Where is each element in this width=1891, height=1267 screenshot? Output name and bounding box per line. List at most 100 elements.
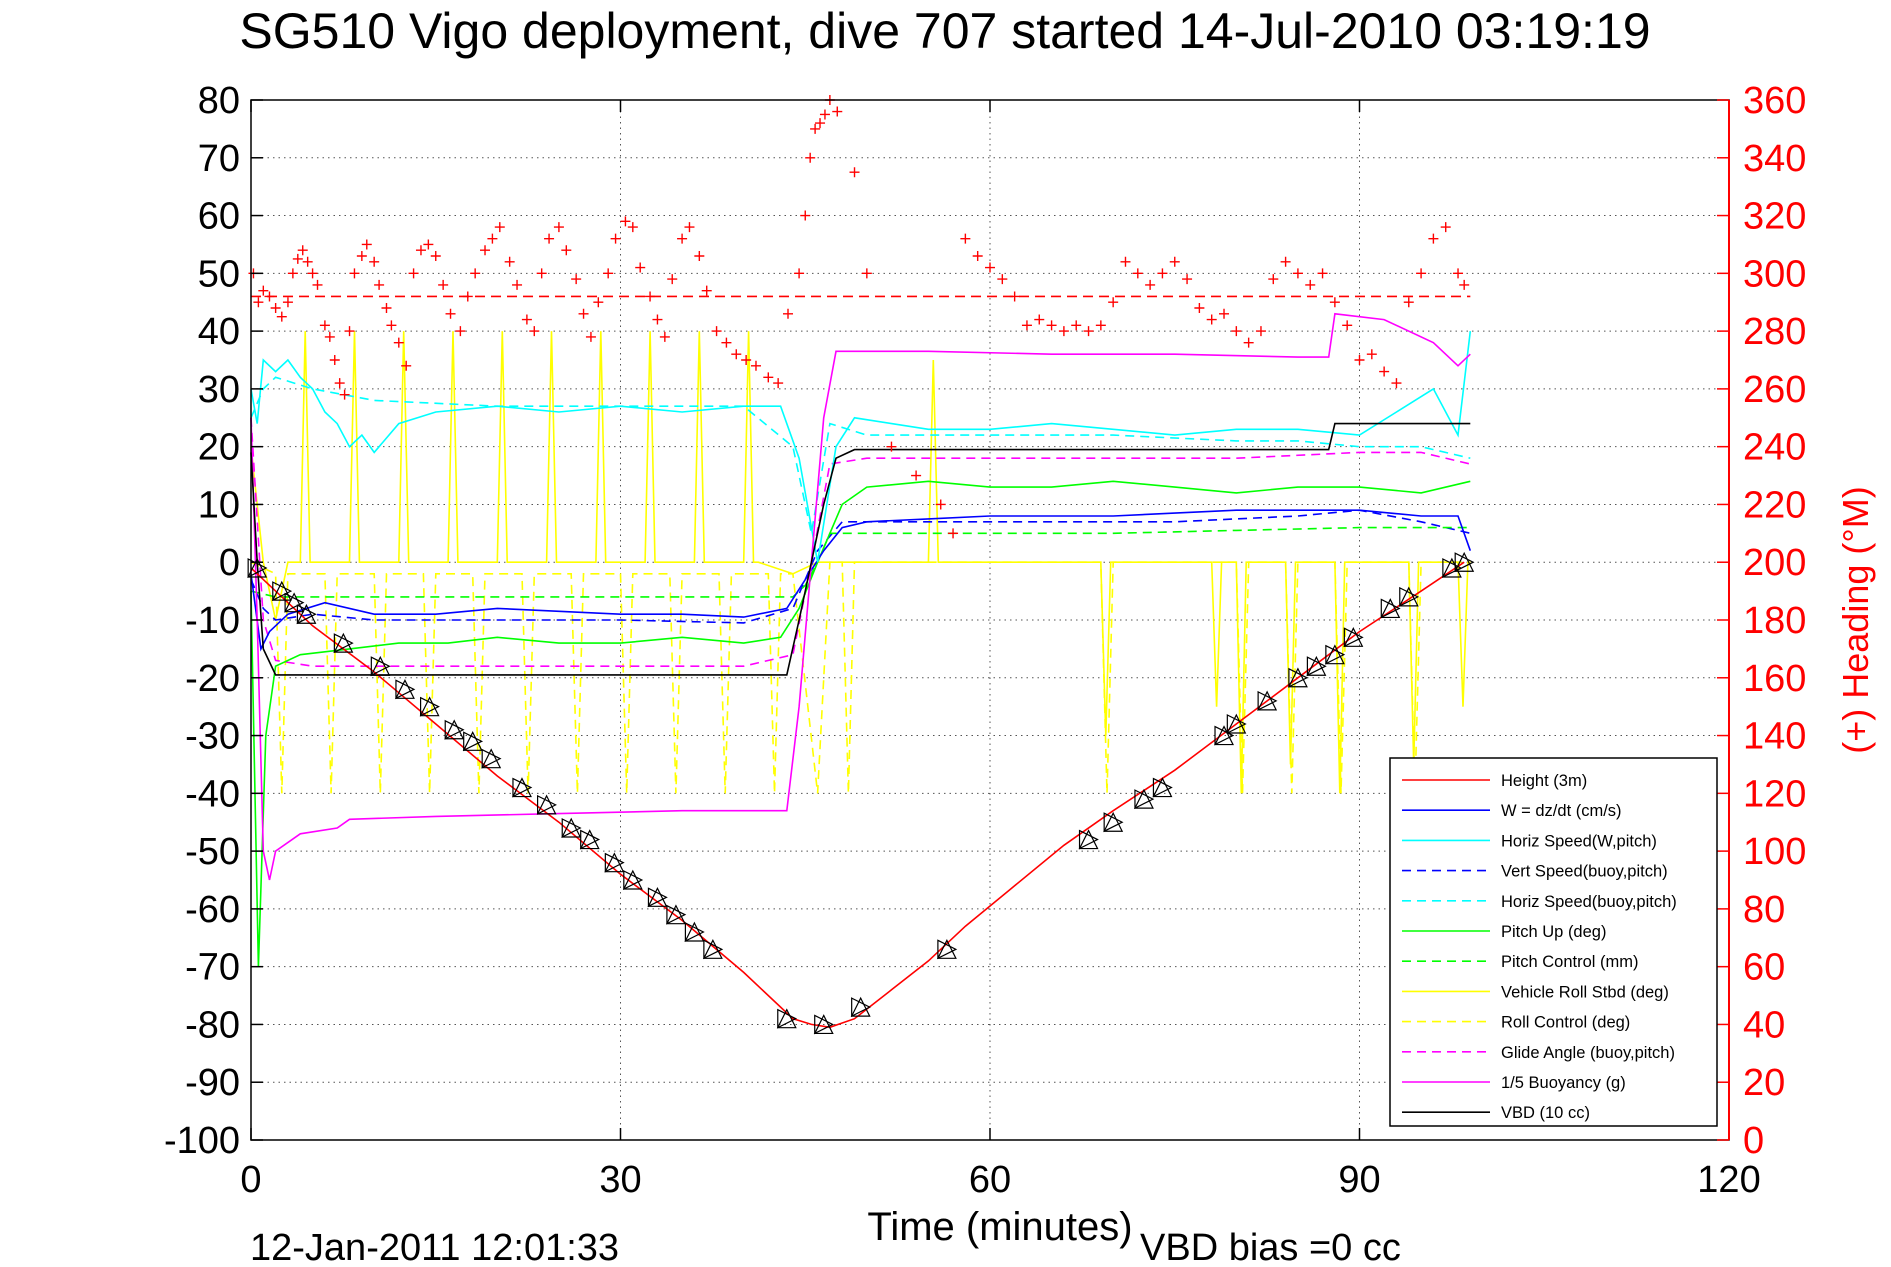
heading-point <box>1058 326 1069 337</box>
y-axis-right-ticks: 3603403203002802602402202001801601401201… <box>1717 80 1806 1162</box>
y-right-tick-label: 280 <box>1743 311 1806 353</box>
heading-point <box>529 326 540 337</box>
triangle-marker-right <box>333 633 354 654</box>
series-line-4 <box>250 376 1471 534</box>
heading-point <box>276 311 287 322</box>
heading-point <box>1453 268 1464 279</box>
heading-point <box>430 251 441 261</box>
y-right-tick-label: 220 <box>1743 484 1806 526</box>
triangle-marker-up <box>622 869 643 890</box>
y-right-tick-label: 340 <box>1743 138 1806 180</box>
footer-timestamp: 12-Jan-2011 12:01:33 <box>250 1227 619 1262</box>
heading-point <box>297 245 308 256</box>
y-right-tick-label: 320 <box>1743 196 1806 238</box>
triangle-marker-right <box>851 997 872 1018</box>
triangle-marker-right <box>623 870 644 890</box>
heading-point <box>593 297 604 308</box>
heading-point <box>307 268 318 279</box>
footer-vbd-bias: VBD bias =0 cc <box>1140 1227 1401 1262</box>
triangle-marker-right <box>481 748 502 769</box>
triangle-marker-up <box>1226 713 1247 734</box>
heading-point <box>423 239 434 250</box>
triangle-marker-up <box>684 921 705 942</box>
triangle-marker-right <box>684 922 705 942</box>
y-right-tick-label: 300 <box>1743 253 1806 295</box>
heading-point <box>381 303 392 313</box>
heading-point <box>1219 308 1230 319</box>
heading-point <box>462 291 473 302</box>
heading-point <box>401 360 412 371</box>
y-tick-label: -50 <box>185 831 240 873</box>
heading-point <box>620 216 631 227</box>
heading-point <box>819 109 830 120</box>
heading-point <box>886 441 897 452</box>
heading-point <box>677 233 688 244</box>
heading-point <box>783 308 794 319</box>
heading-point <box>292 253 303 264</box>
heading-point <box>374 279 385 290</box>
triangle-marker-up <box>419 696 440 717</box>
y-right-tick-label: 240 <box>1743 427 1806 469</box>
heading-point <box>1459 279 1470 290</box>
x-axis-label: Time (minutes) <box>867 1205 1132 1249</box>
y-right-tick-label: 180 <box>1743 600 1806 642</box>
y-right-tick-label: 160 <box>1743 658 1806 700</box>
y-tick-label: -70 <box>185 947 240 989</box>
heading-point <box>800 210 811 221</box>
y-tick-label: -10 <box>185 600 240 642</box>
heading-point <box>1194 303 1205 313</box>
heading-point <box>470 268 481 279</box>
triangle-marker-up <box>1133 788 1154 809</box>
y-tick-label: -60 <box>185 889 240 931</box>
heading-point <box>487 233 498 244</box>
heading-point <box>1280 256 1291 267</box>
heading-point <box>408 268 419 279</box>
heading-point <box>302 256 313 267</box>
triangle-marker-up <box>333 632 354 653</box>
heading-point <box>415 245 426 256</box>
y-right-tick-label: 140 <box>1743 716 1806 758</box>
triangle-marker-up <box>1343 626 1364 647</box>
legend-label-10: 1/5 Buoyancy (g) <box>1501 1074 1626 1092</box>
heading-point <box>645 291 656 302</box>
heading-point <box>536 268 547 279</box>
heading-point <box>1182 274 1193 285</box>
heading-point <box>258 285 269 296</box>
series-line-7 <box>250 331 1471 794</box>
heading-point <box>1255 326 1266 337</box>
triangle-marker-right <box>1134 789 1155 810</box>
heading-point <box>512 279 523 290</box>
heading-point <box>1120 256 1131 267</box>
y-right-tick-label: 40 <box>1743 1004 1785 1046</box>
y-tick-label: 0 <box>219 542 240 584</box>
triangle-marker-right <box>1442 558 1463 578</box>
heading-point <box>282 297 293 308</box>
y-right-tick-label: 60 <box>1743 947 1785 989</box>
heading-point <box>1206 314 1217 325</box>
y-tick-label: -20 <box>185 658 240 700</box>
heading-point <box>1305 279 1316 290</box>
y-tick-label: 10 <box>198 484 240 526</box>
legend-label-4: Horiz Speed(buoy,pitch) <box>1501 893 1677 911</box>
legend-label-11: VBD (10 cc) <box>1501 1104 1590 1122</box>
triangle-marker-right <box>1152 777 1173 798</box>
heading-point <box>571 274 582 285</box>
legend-label-3: Vert Speed(buoy,pitch) <box>1501 863 1668 881</box>
heading-point <box>1083 326 1094 337</box>
triangle-marker-right <box>247 558 268 578</box>
heading-point <box>1095 320 1106 331</box>
triangle-marker-right <box>370 656 391 677</box>
triangle-marker-right <box>395 679 416 700</box>
heading-point <box>603 268 614 279</box>
triangle-marker-up <box>1287 667 1308 688</box>
heading-point <box>561 245 572 256</box>
triangle-marker-up <box>1078 829 1099 850</box>
triangle-marker-up <box>271 580 292 601</box>
triangle-marker-up <box>604 852 625 873</box>
y-tick-label: 20 <box>198 427 240 469</box>
heading-point <box>815 118 826 129</box>
y-right-tick-label: 360 <box>1743 80 1806 122</box>
triangle-marker-up <box>444 719 465 740</box>
heading-point <box>810 123 821 134</box>
